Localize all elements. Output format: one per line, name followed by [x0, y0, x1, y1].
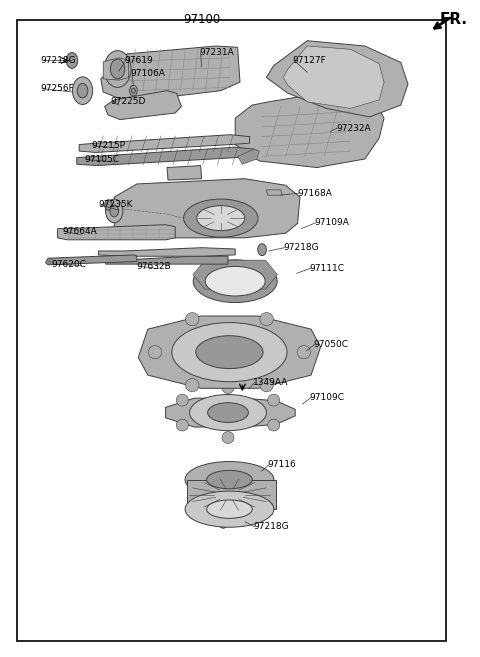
- Ellipse shape: [72, 77, 93, 104]
- Text: 97256F: 97256F: [41, 84, 74, 93]
- Bar: [187, 480, 276, 509]
- Polygon shape: [266, 41, 408, 117]
- Text: 97231A: 97231A: [199, 48, 234, 57]
- Ellipse shape: [222, 432, 234, 443]
- Ellipse shape: [190, 394, 266, 431]
- Ellipse shape: [184, 199, 258, 237]
- Polygon shape: [101, 46, 240, 102]
- Circle shape: [106, 199, 123, 223]
- Polygon shape: [238, 149, 259, 164]
- Polygon shape: [46, 255, 137, 265]
- Circle shape: [105, 200, 112, 210]
- Polygon shape: [103, 58, 129, 80]
- Polygon shape: [266, 190, 282, 195]
- Polygon shape: [166, 398, 295, 427]
- Polygon shape: [105, 91, 181, 120]
- Ellipse shape: [205, 267, 265, 296]
- Ellipse shape: [185, 313, 199, 326]
- Text: 97632B: 97632B: [137, 261, 171, 271]
- Polygon shape: [193, 260, 277, 289]
- Polygon shape: [106, 256, 228, 264]
- Text: 97111C: 97111C: [310, 263, 345, 273]
- Text: 97105C: 97105C: [84, 155, 119, 164]
- Text: 97168A: 97168A: [298, 189, 333, 198]
- Text: 97106A: 97106A: [131, 69, 166, 78]
- Polygon shape: [79, 135, 250, 152]
- Polygon shape: [98, 248, 235, 256]
- Ellipse shape: [185, 378, 199, 392]
- Text: 97218G: 97218G: [283, 243, 319, 252]
- Text: 97620C: 97620C: [51, 260, 86, 269]
- Text: 97116: 97116: [268, 460, 297, 469]
- Ellipse shape: [148, 346, 162, 359]
- Text: 97225D: 97225D: [110, 97, 146, 106]
- Text: FR.: FR.: [440, 12, 468, 27]
- Text: 97127F: 97127F: [293, 56, 326, 65]
- Ellipse shape: [222, 382, 234, 394]
- Polygon shape: [77, 147, 254, 166]
- Polygon shape: [114, 179, 300, 238]
- Ellipse shape: [207, 403, 249, 422]
- Text: 97050C: 97050C: [313, 340, 348, 349]
- Ellipse shape: [185, 461, 274, 498]
- Ellipse shape: [268, 419, 280, 431]
- Ellipse shape: [260, 378, 274, 392]
- Circle shape: [110, 59, 125, 79]
- Text: 97218G: 97218G: [41, 56, 76, 65]
- Ellipse shape: [193, 260, 277, 303]
- Ellipse shape: [197, 206, 245, 231]
- Circle shape: [66, 53, 78, 68]
- Polygon shape: [138, 316, 321, 388]
- Text: 97619: 97619: [125, 56, 154, 65]
- Text: 97109A: 97109A: [314, 218, 349, 227]
- Ellipse shape: [77, 83, 88, 98]
- Circle shape: [258, 244, 266, 256]
- Circle shape: [104, 51, 131, 87]
- Ellipse shape: [176, 394, 188, 406]
- Ellipse shape: [172, 323, 287, 382]
- Text: 97218G: 97218G: [253, 522, 289, 532]
- Ellipse shape: [196, 336, 263, 369]
- Ellipse shape: [132, 88, 135, 93]
- Ellipse shape: [268, 394, 280, 406]
- Text: 97664A: 97664A: [62, 227, 97, 236]
- Text: 97109C: 97109C: [310, 393, 345, 402]
- Ellipse shape: [176, 419, 188, 431]
- Ellipse shape: [185, 491, 274, 527]
- Text: 97100: 97100: [183, 13, 220, 26]
- Ellipse shape: [206, 500, 252, 518]
- Polygon shape: [235, 91, 384, 168]
- Circle shape: [218, 515, 228, 528]
- Text: 97215P: 97215P: [91, 141, 125, 150]
- Ellipse shape: [130, 85, 137, 96]
- Text: 1349AA: 1349AA: [253, 378, 289, 387]
- Text: 97232A: 97232A: [336, 124, 371, 133]
- Circle shape: [110, 205, 119, 217]
- Polygon shape: [58, 225, 175, 240]
- Text: 97235K: 97235K: [98, 200, 133, 210]
- Ellipse shape: [260, 313, 274, 326]
- Ellipse shape: [206, 470, 252, 489]
- Polygon shape: [167, 166, 202, 180]
- Polygon shape: [283, 46, 384, 108]
- Ellipse shape: [297, 346, 311, 359]
